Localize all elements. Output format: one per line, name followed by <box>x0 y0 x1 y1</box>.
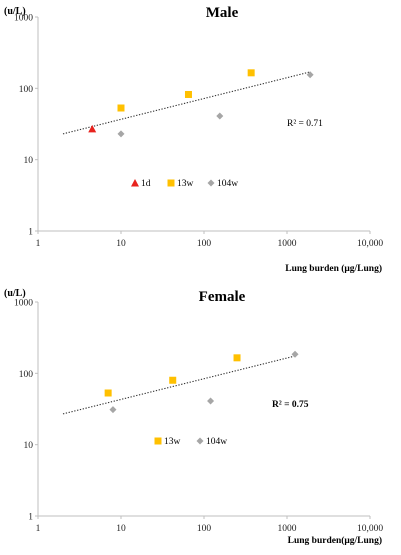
trendline <box>62 71 311 135</box>
data-point-104w <box>109 406 117 414</box>
x-tick-label: 1000 <box>278 239 297 249</box>
chart-title: Female <box>199 289 246 305</box>
data-point-104w <box>207 397 215 405</box>
r-squared-annotation: R² = 0.71 <box>287 119 323 129</box>
legend-marker-13w <box>154 437 162 445</box>
y-tick-label: 100 <box>19 85 34 95</box>
x-axis-label: Lung burden (μg/Lung) <box>285 263 382 274</box>
y-tick-label: 10 <box>24 441 34 451</box>
data-point-13w <box>233 354 241 362</box>
data-point-13w <box>117 104 125 112</box>
x-tick-label: 100 <box>197 239 212 249</box>
legend-label: 1d <box>141 179 151 189</box>
data-point-104w <box>306 71 314 79</box>
y-tick-label: 1000 <box>14 14 33 24</box>
data-point-13w <box>169 376 177 384</box>
x-tick-label: 100 <box>197 524 212 534</box>
x-tick-label: 1 <box>36 239 41 249</box>
data-point-104w <box>291 350 299 358</box>
x-tick-label: 10 <box>116 524 126 534</box>
y-tick-label: 1 <box>28 228 33 238</box>
legend-label: 104w <box>217 179 238 189</box>
y-tick-label: 10 <box>24 156 34 166</box>
legend-label: 13w <box>177 179 194 189</box>
legend-label: 13w <box>164 437 181 447</box>
y-tick-label: 1 <box>28 513 33 523</box>
x-tick-label: 1 <box>36 524 41 534</box>
trendline <box>62 355 296 415</box>
y-tick-label: 100 <box>19 370 34 380</box>
data-point-13w <box>184 90 192 98</box>
y-tick-label: 1000 <box>14 299 33 309</box>
x-axis-label: Lung burden(μg/Lung) <box>288 535 382 546</box>
legend-marker-13w <box>167 179 175 187</box>
x-tick-label: 1000 <box>278 524 297 534</box>
x-tick-label: 10,000 <box>357 524 383 534</box>
y-axis-label: (u/L) <box>4 6 26 17</box>
data-point-104w <box>216 112 224 120</box>
legend-label: 104w <box>206 437 227 447</box>
legend-marker-104w <box>196 437 204 445</box>
data-point-104w <box>117 130 125 138</box>
y-axis-label: (u/L) <box>4 288 26 299</box>
data-point-13w <box>104 389 112 397</box>
legend-marker-1d <box>131 179 139 187</box>
r-squared-annotation: R² = 0.75 <box>272 400 309 410</box>
x-tick-label: 10,000 <box>357 239 383 249</box>
x-tick-label: 10 <box>116 239 126 249</box>
data-point-13w <box>247 69 255 77</box>
legend-marker-104w <box>207 179 215 187</box>
data-point-1d <box>88 124 97 133</box>
chart-title: Male <box>206 5 239 21</box>
